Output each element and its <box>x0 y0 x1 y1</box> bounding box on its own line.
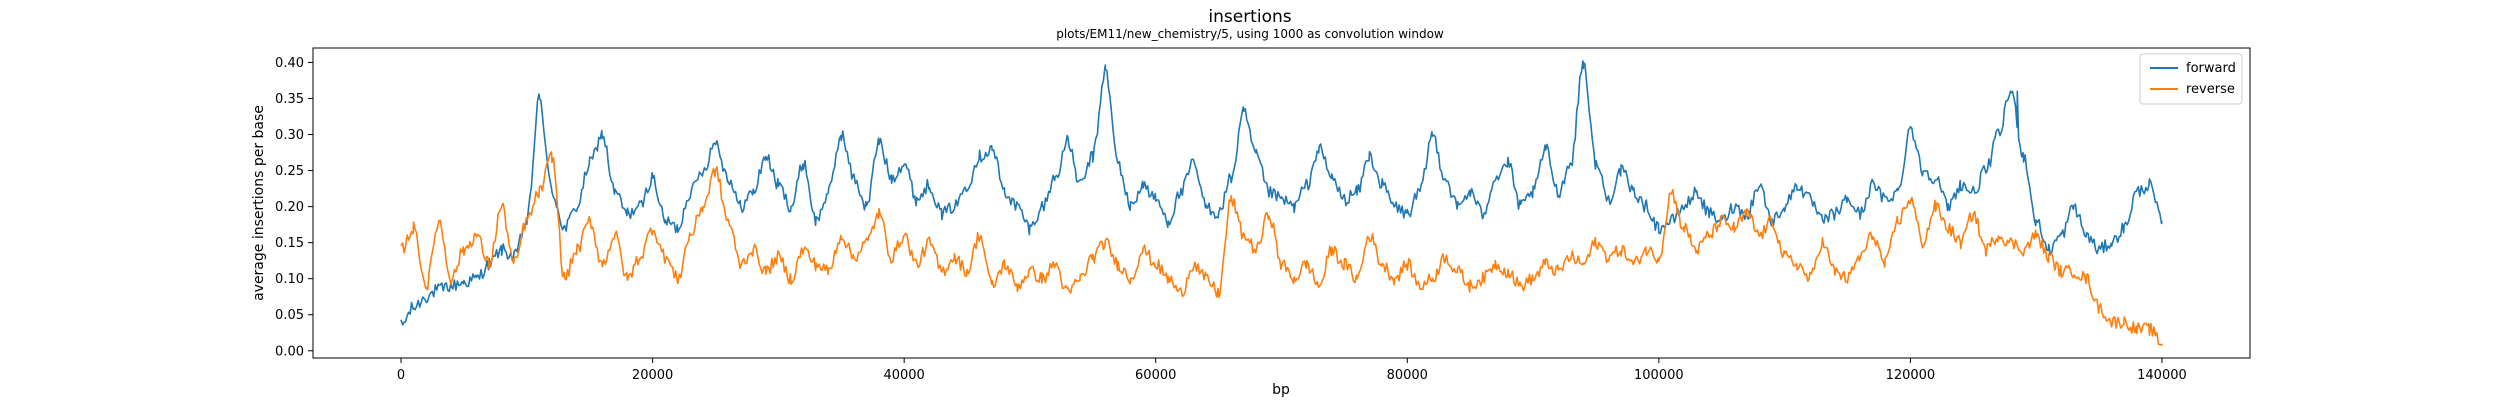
y-tick-label: 0.20 <box>275 200 304 215</box>
x-axis-label: bp <box>1272 382 1290 398</box>
chart-title: insertions <box>1208 7 1291 27</box>
y-tick-label: 0.00 <box>275 344 304 359</box>
plot-frame <box>312 47 2251 359</box>
legend-box <box>2139 53 2243 105</box>
y-axis-label: average insertions per base <box>251 105 267 301</box>
x-tick-label: 140000 <box>2137 368 2187 383</box>
chart-subtitle: plots/EM11/new_chemistry/5, using 1000 a… <box>1056 27 1444 41</box>
legend-label-reverse: reverse <box>2186 82 2235 97</box>
x-tick-label: 80000 <box>1387 368 1428 383</box>
y-tick-label: 0.10 <box>275 272 304 287</box>
plot-area <box>400 60 2163 346</box>
x-tick-label: 100000 <box>1634 368 1684 383</box>
x-tick-label: 20000 <box>632 368 673 383</box>
legend: forward reverse <box>2139 53 2243 105</box>
x-tick-label: 40000 <box>883 368 924 383</box>
x-tick-label: 0 <box>397 368 405 383</box>
series-line-reverse <box>400 151 2163 346</box>
legend-label-forward: forward <box>2186 61 2236 76</box>
y-tick-label: 0.15 <box>275 236 304 251</box>
series-line-forward <box>400 60 2163 326</box>
y-tick-label: 0.40 <box>275 56 304 71</box>
y-tick-label: 0.35 <box>275 92 304 107</box>
x-tick-label: 120000 <box>1886 368 1936 383</box>
y-tick-label: 0.25 <box>275 164 304 179</box>
x-tick-label: 60000 <box>1135 368 1176 383</box>
y-tick-label: 0.30 <box>275 128 304 143</box>
y-axis: 0.00 0.05 0.10 0.15 0.20 0.25 0.30 0.35 0.40 <box>275 56 313 359</box>
y-tick-label: 0.05 <box>275 308 304 323</box>
x-axis: 0 20000 40000 60000 80000 100000 120000 140000 <box>397 358 2187 383</box>
